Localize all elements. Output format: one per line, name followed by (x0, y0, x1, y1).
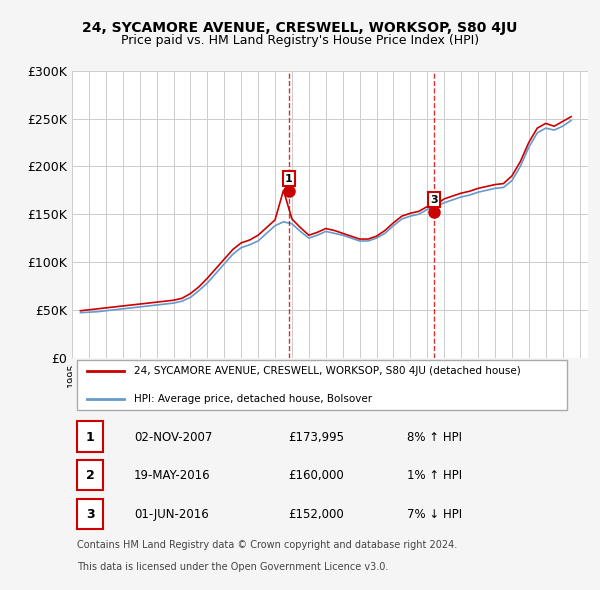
FancyBboxPatch shape (77, 421, 103, 451)
Text: £160,000: £160,000 (289, 469, 344, 483)
Text: 19-MAY-2016: 19-MAY-2016 (134, 469, 211, 483)
Text: Contains HM Land Registry data © Crown copyright and database right 2024.: Contains HM Land Registry data © Crown c… (77, 540, 457, 550)
Text: 02-NOV-2007: 02-NOV-2007 (134, 431, 212, 444)
Text: 01-JUN-2016: 01-JUN-2016 (134, 508, 209, 521)
Text: HPI: Average price, detached house, Bolsover: HPI: Average price, detached house, Bols… (134, 394, 372, 404)
Text: 24, SYCAMORE AVENUE, CRESWELL, WORKSOP, S80 4JU: 24, SYCAMORE AVENUE, CRESWELL, WORKSOP, … (82, 21, 518, 35)
Text: 7% ↓ HPI: 7% ↓ HPI (407, 508, 463, 521)
Text: 1% ↑ HPI: 1% ↑ HPI (407, 469, 463, 483)
Text: 3: 3 (86, 508, 94, 521)
Text: 8% ↑ HPI: 8% ↑ HPI (407, 431, 463, 444)
FancyBboxPatch shape (77, 460, 103, 490)
Text: 3: 3 (431, 195, 438, 205)
Text: £152,000: £152,000 (289, 508, 344, 521)
Text: 24, SYCAMORE AVENUE, CRESWELL, WORKSOP, S80 4JU (detached house): 24, SYCAMORE AVENUE, CRESWELL, WORKSOP, … (134, 366, 521, 376)
FancyBboxPatch shape (77, 360, 568, 410)
Text: £173,995: £173,995 (289, 431, 345, 444)
Text: 2: 2 (86, 469, 94, 483)
FancyBboxPatch shape (77, 499, 103, 529)
Text: This data is licensed under the Open Government Licence v3.0.: This data is licensed under the Open Gov… (77, 562, 389, 572)
Text: 1: 1 (285, 173, 293, 183)
Text: 1: 1 (86, 431, 94, 444)
Text: Price paid vs. HM Land Registry's House Price Index (HPI): Price paid vs. HM Land Registry's House … (121, 34, 479, 47)
